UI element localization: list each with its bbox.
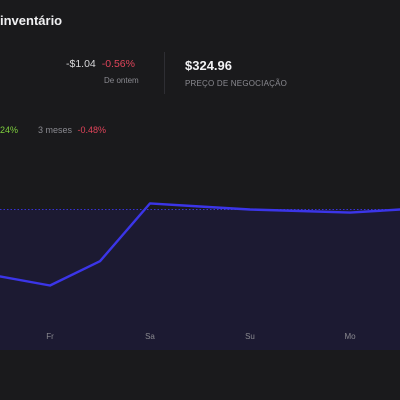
trading-price: $324.96 <box>185 58 232 73</box>
daily-change: -$1.04 -0.56% <box>66 58 135 70</box>
range-3-months-label: 3 meses <box>38 125 73 135</box>
price-chart: Fr Sa Su Mo <box>0 160 400 350</box>
change-subtitle: De ontem <box>104 76 139 85</box>
change-absolute: -$1.04 <box>66 58 96 70</box>
price-chart-svg: Fr Sa Su Mo <box>0 202 400 350</box>
range-3-months[interactable]: 3 meses -0.48% <box>38 125 106 135</box>
trading-price-label: PREÇO DE NEGOCIAÇÃO <box>185 79 288 88</box>
x-tick-label: Sa <box>145 332 155 341</box>
page-title: inventário <box>0 13 63 28</box>
x-tick-label: Mo <box>344 332 356 341</box>
change-percent: -0.56% <box>101 58 135 70</box>
range-visible-percent[interactable]: 24% <box>0 125 19 135</box>
x-tick-label: Su <box>245 332 255 341</box>
reference-band <box>0 209 400 350</box>
x-tick-label: Fr <box>46 332 54 341</box>
range-3-months-percent: -0.48% <box>77 125 107 135</box>
stats-divider <box>164 52 165 94</box>
range-row: 24% 3 meses -0.48% <box>0 125 106 135</box>
